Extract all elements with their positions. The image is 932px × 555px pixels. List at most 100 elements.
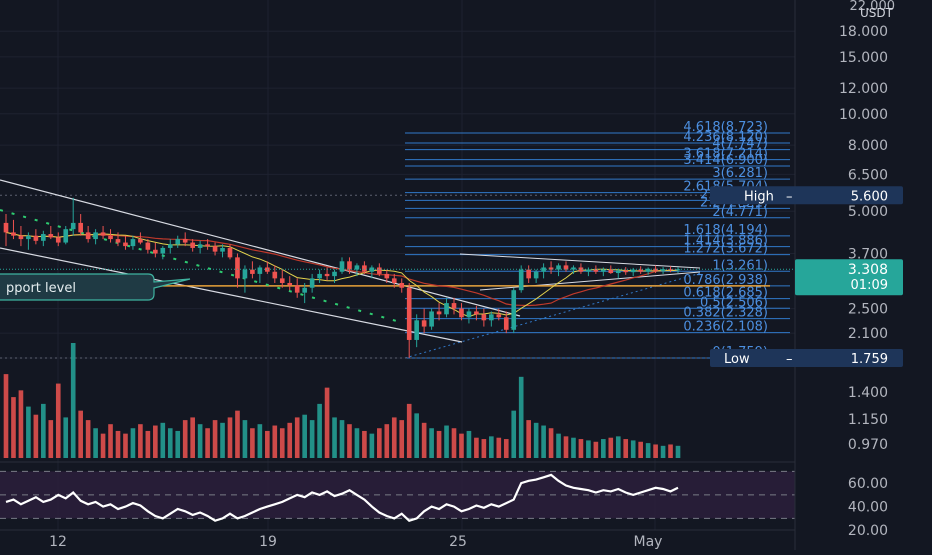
volume-bar	[160, 422, 166, 458]
candle[interactable]	[63, 226, 69, 245]
candle[interactable]	[503, 311, 509, 334]
candle[interactable]	[429, 308, 434, 330]
candle[interactable]	[145, 239, 151, 254]
candle[interactable]	[242, 265, 248, 293]
candle[interactable]	[459, 303, 464, 321]
candle[interactable]	[563, 261, 569, 272]
candle[interactable]	[48, 226, 54, 240]
candle[interactable]	[33, 229, 39, 245]
candle[interactable]	[115, 232, 121, 247]
candle[interactable]	[638, 266, 643, 274]
candle[interactable]	[645, 267, 651, 275]
candle[interactable]	[406, 282, 412, 358]
candle[interactable]	[548, 261, 554, 274]
fib-price: 3.261	[726, 258, 763, 273]
support-callout[interactable]: pport level	[0, 273, 191, 301]
candle[interactable]	[384, 269, 390, 283]
candle[interactable]	[160, 246, 166, 260]
candle[interactable]	[653, 265, 658, 274]
candle[interactable]	[212, 242, 218, 256]
candle[interactable]	[377, 263, 382, 277]
volume-bar	[384, 424, 390, 458]
candle[interactable]	[18, 226, 24, 247]
volume-bar	[41, 403, 46, 458]
candle[interactable]	[190, 239, 195, 252]
candle[interactable]	[287, 276, 293, 291]
candle[interactable]	[302, 282, 307, 304]
candle[interactable]	[235, 253, 240, 288]
candle[interactable]	[197, 240, 203, 254]
time-tick-label: 12	[49, 534, 67, 550]
candle[interactable]	[93, 229, 98, 245]
candle[interactable]	[26, 232, 31, 250]
candle[interactable]	[391, 273, 397, 288]
candle[interactable]	[70, 197, 76, 236]
candle-body	[242, 269, 248, 279]
candle[interactable]	[153, 242, 158, 258]
time-axis[interactable]: 12 19 25 May	[0, 529, 795, 550]
candle[interactable]	[421, 308, 427, 334]
candle[interactable]	[130, 235, 136, 250]
candle[interactable]	[272, 265, 278, 283]
candle[interactable]	[533, 269, 539, 283]
candle[interactable]	[108, 229, 113, 243]
candle[interactable]	[294, 278, 300, 298]
candle[interactable]	[623, 267, 629, 275]
candle[interactable]	[85, 226, 91, 243]
price-tick-label: 6.500	[848, 167, 888, 183]
candle[interactable]	[279, 269, 285, 288]
candle[interactable]	[668, 266, 673, 273]
candle[interactable]	[41, 230, 46, 247]
candle[interactable]	[220, 244, 225, 258]
candle[interactable]	[347, 257, 352, 274]
candle[interactable]	[481, 308, 487, 327]
candle[interactable]	[3, 214, 9, 247]
candle[interactable]	[175, 235, 181, 248]
candle[interactable]	[593, 265, 599, 274]
candle[interactable]	[399, 278, 405, 293]
candle[interactable]	[78, 214, 83, 236]
candle[interactable]	[250, 261, 255, 279]
candle[interactable]	[317, 269, 322, 283]
candle[interactable]	[182, 232, 188, 247]
candle[interactable]	[123, 235, 128, 250]
candle[interactable]	[466, 308, 472, 324]
candle[interactable]	[362, 261, 367, 274]
candle[interactable]	[167, 239, 173, 254]
candle[interactable]	[205, 239, 210, 250]
candle[interactable]	[496, 308, 502, 321]
candle[interactable]	[138, 232, 143, 245]
volume-bar	[623, 439, 629, 458]
candle-body	[153, 249, 158, 254]
candle[interactable]	[526, 265, 531, 283]
candle[interactable]	[11, 219, 16, 240]
candle[interactable]	[444, 297, 449, 318]
candle[interactable]	[100, 226, 106, 240]
candle[interactable]	[474, 305, 479, 321]
fib-price: 2.328	[726, 306, 763, 321]
candle[interactable]	[578, 263, 584, 274]
candle[interactable]	[332, 269, 337, 283]
candle[interactable]	[227, 244, 233, 260]
candle[interactable]	[608, 265, 614, 274]
candle[interactable]	[309, 273, 315, 293]
candle[interactable]	[660, 267, 666, 274]
candle[interactable]	[339, 257, 345, 274]
candle[interactable]	[615, 268, 621, 279]
candle[interactable]	[354, 263, 360, 277]
candle[interactable]	[414, 314, 419, 348]
candle[interactable]	[511, 287, 517, 334]
candle-body	[406, 287, 412, 340]
candle[interactable]	[436, 303, 442, 321]
price-tick-label: 10.000	[839, 107, 888, 123]
candle[interactable]	[369, 265, 375, 279]
candle[interactable]	[451, 297, 457, 315]
candle[interactable]	[55, 232, 61, 247]
volume-bar	[608, 437, 614, 458]
fib-level-label: 0.236(2.108)	[683, 320, 768, 335]
candle[interactable]	[518, 265, 524, 293]
candle[interactable]	[257, 265, 263, 283]
candle[interactable]	[489, 311, 494, 327]
